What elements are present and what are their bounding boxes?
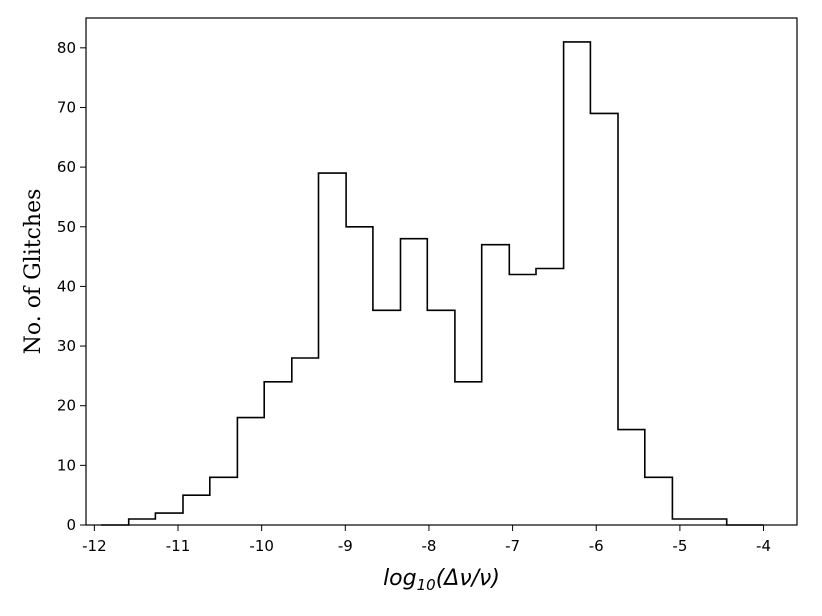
x-tick-label: -8: [421, 537, 436, 555]
y-tick-label: 50: [57, 218, 76, 236]
x-tick-label: -10: [249, 537, 274, 555]
y-tick-label: 80: [57, 39, 76, 57]
y-tick-label: 70: [57, 98, 76, 116]
y-axis-label: No. of Glitches: [21, 189, 46, 355]
x-tick-label: -9: [338, 537, 353, 555]
x-tick-label: -6: [589, 537, 604, 555]
histogram-step-line: [101, 41, 764, 526]
y-tick-label: 0: [66, 516, 76, 534]
x-axis-label: log10(Δν/ν): [383, 566, 500, 594]
x-tick-label: -12: [82, 537, 107, 555]
x-tick-label: -7: [505, 537, 520, 555]
x-tick-label: -4: [756, 537, 771, 555]
y-tick-label: 30: [57, 337, 76, 355]
x-tick-label: -5: [672, 537, 687, 555]
x-axis-label-main: log: [383, 566, 417, 591]
x-axis-label-tail: (Δν/ν): [436, 566, 500, 591]
y-tick-label: 20: [57, 397, 76, 415]
plot-frame: [85, 17, 798, 526]
y-tick-label: 60: [57, 158, 76, 176]
y-tick-label: 10: [57, 456, 76, 474]
x-axis-label-subscript: 10: [417, 576, 436, 594]
x-axis-ticks: -12 -11 -10 -9 -8 -7 -6 -5 -4: [82, 525, 771, 555]
y-tick-label: 40: [57, 277, 76, 295]
x-tick-label: -11: [166, 537, 191, 555]
y-axis-ticks: 0 10 20 30 40 50 60 70 80: [57, 39, 86, 534]
